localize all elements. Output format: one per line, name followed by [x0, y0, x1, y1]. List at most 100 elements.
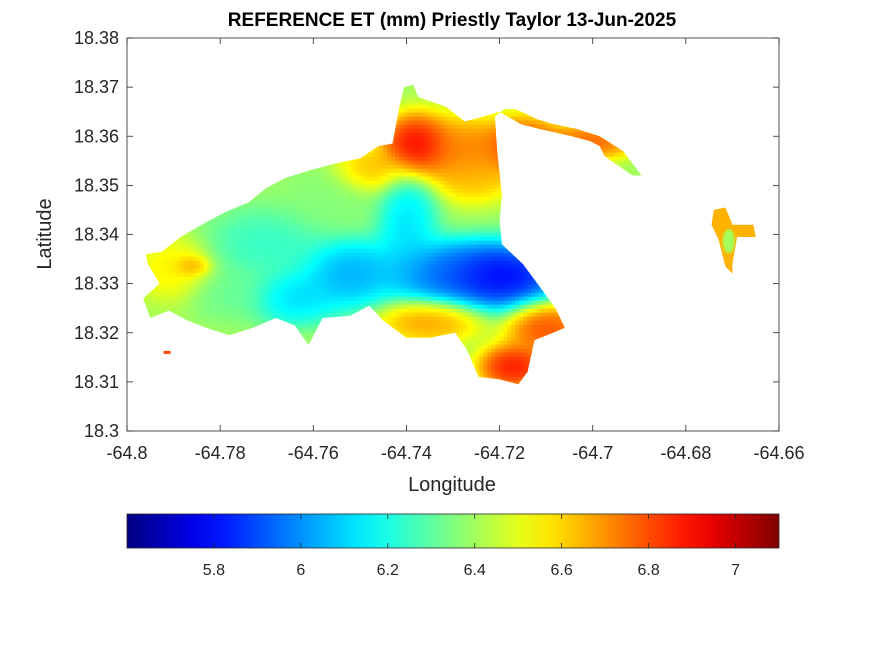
et-cell [359, 224, 364, 230]
et-cell [371, 192, 376, 198]
et-cell [399, 140, 404, 146]
et-cell [219, 212, 224, 218]
et-cell [235, 232, 240, 238]
et-cell [339, 220, 344, 226]
et-cell [455, 220, 460, 226]
et-cell [263, 228, 268, 234]
et-cell [195, 236, 200, 242]
et-cell [419, 132, 424, 138]
et-cell [255, 208, 260, 214]
et-cell [411, 88, 416, 94]
et-cell [383, 220, 388, 226]
et-cell [371, 160, 376, 166]
et-cell [347, 208, 352, 214]
et-cell [603, 140, 608, 146]
et-cell [399, 104, 404, 110]
et-cell [371, 180, 376, 186]
et-cell [431, 176, 436, 182]
et-cell [395, 204, 400, 210]
et-cell [311, 196, 316, 202]
et-cell [355, 212, 360, 218]
et-cell [451, 148, 456, 154]
et-cell [383, 204, 388, 210]
et-cell [431, 148, 436, 154]
et-cell [439, 136, 444, 142]
et-cell [239, 216, 244, 222]
et-cell [279, 232, 284, 238]
et-cell [351, 212, 356, 218]
et-cell [283, 212, 288, 218]
et-cell [447, 196, 452, 202]
et-cell [327, 224, 332, 230]
et-cell [411, 188, 416, 194]
et-cell [451, 120, 456, 126]
et-cell [547, 120, 552, 126]
et-cell [183, 232, 188, 238]
et-cell [239, 232, 244, 238]
et-cell [403, 140, 408, 146]
et-cell [451, 184, 456, 190]
et-cell [243, 220, 248, 226]
et-cell [415, 208, 420, 214]
et-cell [439, 216, 444, 222]
et-cell [267, 200, 272, 206]
et-cell [355, 220, 360, 226]
et-cell [267, 232, 272, 238]
et-cell [459, 148, 464, 154]
et-cell [323, 176, 328, 182]
et-cell [463, 128, 468, 134]
et-cell [403, 200, 408, 206]
et-cell [291, 220, 296, 226]
et-cell [395, 232, 400, 238]
et-cell [479, 216, 484, 222]
et-cell [419, 96, 424, 102]
et-cell [451, 228, 456, 234]
et-cell [267, 184, 272, 190]
et-cell [387, 172, 392, 178]
et-cell [463, 124, 468, 130]
et-cell [619, 156, 624, 162]
et-cell [435, 152, 440, 158]
et-cell [423, 216, 428, 222]
et-cell [443, 196, 448, 202]
et-cell [371, 212, 376, 218]
et-cell [435, 168, 440, 174]
et-cell [407, 180, 412, 186]
et-cell [351, 172, 356, 178]
et-cell [431, 172, 436, 178]
et-cell [483, 196, 488, 202]
et-cell [407, 228, 412, 234]
et-cell [423, 196, 428, 202]
et-cell [415, 160, 420, 166]
et-cell [195, 228, 200, 234]
et-cell [591, 136, 596, 142]
et-cell [427, 228, 432, 234]
et-cell [211, 232, 216, 238]
et-cell [375, 192, 380, 198]
et-cell [387, 168, 392, 174]
et-cell [435, 200, 440, 206]
et-cell [495, 156, 500, 162]
et-cell [427, 140, 432, 146]
et-cell [331, 224, 336, 230]
et-cell [423, 128, 428, 134]
et-cell [447, 124, 452, 130]
et-cell [263, 204, 268, 210]
et-cell [339, 184, 344, 190]
et-cell [279, 200, 284, 206]
et-cell [363, 208, 368, 214]
et-cell [279, 204, 284, 210]
et-cell [395, 140, 400, 146]
et-cell [435, 188, 440, 194]
et-cell [399, 204, 404, 210]
et-cell [443, 200, 448, 206]
et-cell [267, 192, 272, 198]
et-cell [383, 172, 388, 178]
et-cell [339, 160, 344, 166]
et-cell [423, 212, 428, 218]
et-cell [471, 204, 476, 210]
et-cell [231, 236, 236, 242]
et-cell [491, 228, 496, 234]
et-cell [491, 140, 496, 146]
et-cell [447, 152, 452, 158]
